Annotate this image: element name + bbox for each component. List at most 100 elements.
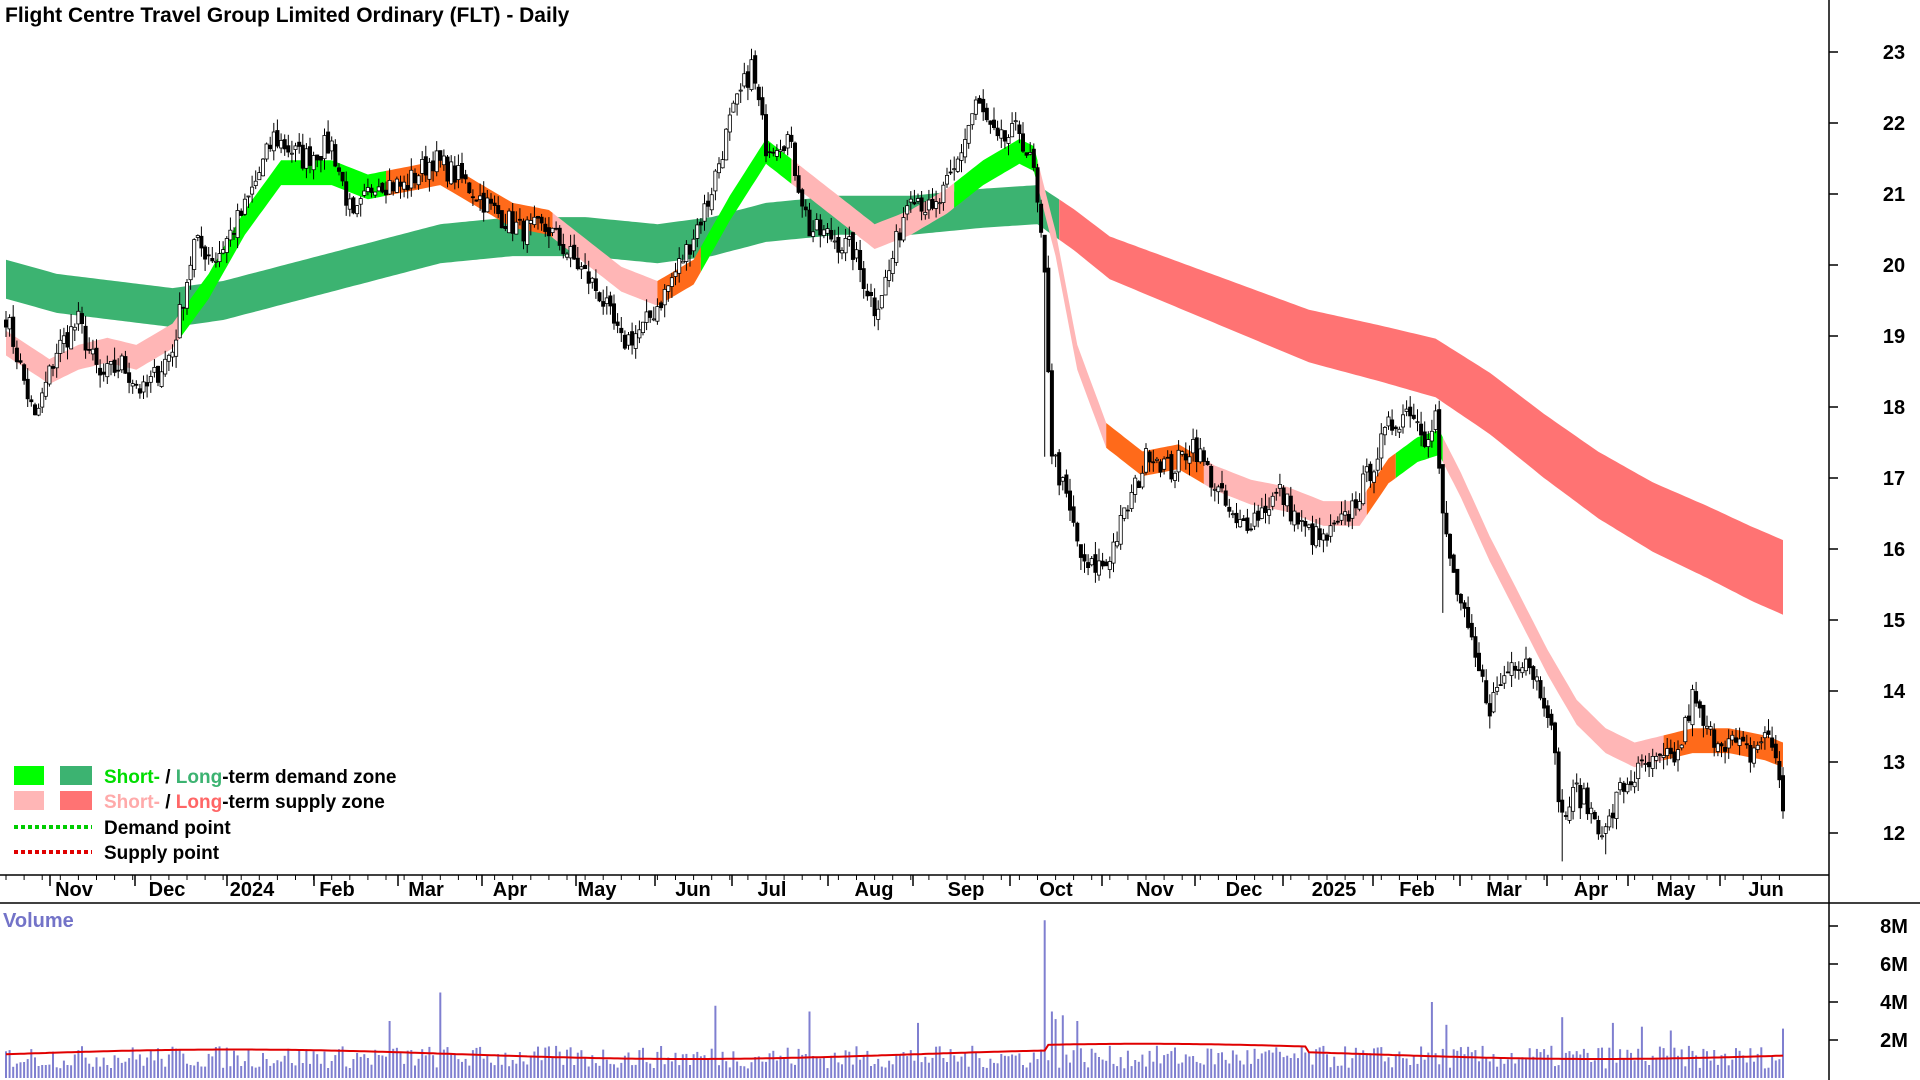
candle-body xyxy=(1136,481,1141,489)
candle-body xyxy=(1433,410,1438,430)
candle-body xyxy=(1104,561,1109,567)
candle-body xyxy=(1755,744,1760,750)
candle-body xyxy=(644,311,649,323)
candle-body xyxy=(271,131,276,152)
candle-body xyxy=(224,238,229,253)
candle-body xyxy=(268,144,273,149)
candle-body xyxy=(1737,738,1742,746)
candle-body xyxy=(188,264,193,281)
candle-body xyxy=(1267,509,1272,516)
volume-tick-label: 8M xyxy=(1880,916,1908,938)
candle-body xyxy=(818,219,823,236)
candle-body xyxy=(427,161,432,180)
candle-body xyxy=(1314,526,1319,547)
legend-supply-sep: / xyxy=(160,792,176,813)
candle-body xyxy=(25,378,30,400)
candle-body xyxy=(1220,483,1225,489)
candle-body xyxy=(347,198,352,210)
candle-body xyxy=(431,160,436,172)
candle-body xyxy=(510,211,515,234)
legend-demand-sep: / xyxy=(160,767,176,788)
candle-body xyxy=(1046,267,1051,373)
candle-body xyxy=(1285,493,1290,507)
candle-body xyxy=(355,205,360,215)
candle-body xyxy=(608,295,613,307)
candle-body xyxy=(1553,722,1558,754)
price-tick-label: 22 xyxy=(1883,113,1905,135)
candle-body xyxy=(373,191,378,196)
candle-body xyxy=(1542,697,1547,709)
candle-body xyxy=(1451,554,1456,573)
candle-body xyxy=(1676,749,1681,761)
candle-body xyxy=(43,381,48,397)
candle-body xyxy=(952,168,957,171)
candle-body xyxy=(955,158,960,172)
candle-body xyxy=(235,210,240,239)
date-tick-label: May xyxy=(1657,879,1697,901)
candle-body xyxy=(322,135,327,160)
candle-body xyxy=(1610,812,1615,819)
price-tick-label: 18 xyxy=(1883,397,1905,419)
candle-body xyxy=(905,205,910,215)
candle-body xyxy=(1075,522,1080,542)
candle-body xyxy=(297,141,302,147)
candle-body xyxy=(1520,667,1525,674)
candle-body xyxy=(1375,458,1380,471)
candle-body xyxy=(796,175,801,193)
short-term-zone-segment-11 xyxy=(1366,453,1396,516)
candle-body xyxy=(1563,815,1568,817)
candle-body xyxy=(1773,743,1778,759)
candle-body xyxy=(315,154,320,161)
price-tick-label: 20 xyxy=(1883,255,1905,277)
candle-body xyxy=(434,150,439,173)
candle-body xyxy=(1241,518,1246,521)
candle-body xyxy=(702,203,707,222)
candle-body xyxy=(753,55,758,84)
short-term-zone-segment-3 xyxy=(552,212,658,306)
volume-tick-labels: 8M 6M 4M 2M xyxy=(1829,916,1908,1052)
candle-body xyxy=(485,197,490,213)
candle-body xyxy=(669,277,674,287)
candle-body xyxy=(934,201,939,209)
candle-body xyxy=(720,159,725,169)
candle-body xyxy=(47,365,52,385)
candle-body xyxy=(836,236,841,253)
candle-body xyxy=(1672,751,1677,763)
candle-body xyxy=(61,335,66,344)
price-tick-label: 21 xyxy=(1883,184,1905,206)
candle-body xyxy=(742,73,747,87)
candle-body xyxy=(782,146,787,152)
candle-body xyxy=(1730,734,1735,741)
candle-body xyxy=(492,202,497,207)
candle-body xyxy=(727,114,732,133)
candle-body xyxy=(1328,525,1333,537)
candle-body xyxy=(793,142,798,176)
candle-body xyxy=(1263,505,1268,514)
volume-tick-label: 6M xyxy=(1880,954,1908,976)
candle-body xyxy=(1259,507,1264,519)
candle-body xyxy=(145,382,150,387)
candle-body xyxy=(565,253,570,258)
candle-body xyxy=(659,302,664,309)
candle-body xyxy=(383,189,388,196)
candle-body xyxy=(1683,717,1688,743)
candle-body xyxy=(7,317,12,330)
candle-body xyxy=(1010,123,1015,138)
legend-demand-short: Short- xyxy=(104,767,160,788)
candle-body xyxy=(901,217,906,241)
candle-body xyxy=(821,229,826,236)
candle-body xyxy=(872,297,877,317)
candle-body xyxy=(163,358,168,375)
candle-body xyxy=(615,321,620,326)
candle-body xyxy=(184,282,189,309)
candle-body xyxy=(622,334,627,349)
candle-body xyxy=(1455,568,1460,595)
candle-body xyxy=(1335,520,1340,523)
candle-body xyxy=(561,243,566,255)
legend-demand-long: Long xyxy=(176,767,222,788)
date-tick-labels: Nov Dec 2024 Feb Mar Apr May Jun Jul Aug Sep Oct Nov… xyxy=(5,875,1784,901)
candle-body xyxy=(1147,451,1152,463)
candle-body xyxy=(1473,636,1478,658)
candle-body xyxy=(1325,534,1330,541)
candle-body xyxy=(174,339,179,357)
